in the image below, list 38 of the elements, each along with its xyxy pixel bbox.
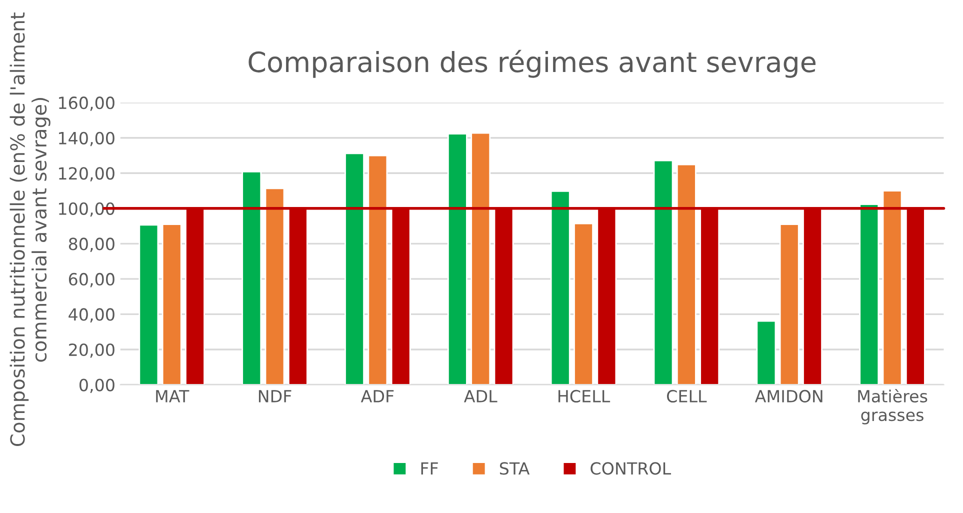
bar [882, 190, 902, 385]
bar [242, 171, 262, 385]
y-tick-label: 160,00 [59, 96, 114, 111]
y-tick-label: 100,00 [59, 202, 114, 217]
y-tick-label: 120,00 [59, 167, 114, 182]
bar [550, 190, 570, 385]
x-tick-label: HCELL [558, 390, 610, 403]
bar [447, 133, 468, 385]
x-tick-label: AMIDON [754, 390, 822, 403]
legend-label: FF [421, 462, 438, 474]
bar [162, 224, 182, 385]
y-tick-label: 40,00 [68, 308, 114, 322]
y-tick-label: 80,00 [68, 238, 114, 252]
x-tick-label: MAT [156, 390, 190, 402]
chart-title: Comparaison des régimes avant sevrage [248, 50, 816, 78]
bar [653, 160, 674, 385]
bar [470, 132, 491, 385]
x-tick-label: CELL [667, 390, 707, 403]
bar [859, 204, 880, 385]
y-tick-label: 140,00 [59, 132, 114, 146]
legend-label: STA [500, 462, 530, 475]
bar [676, 164, 696, 385]
bar [264, 188, 285, 385]
x-tick-label: ADL [464, 390, 498, 402]
y-axis-title: Composition nutritionnelle (en% de l'aliment commercial avant sevrage) [10, 12, 50, 446]
bar [344, 152, 364, 385]
x-tick-label: ADF [360, 390, 394, 402]
x-tick-label: Matières grasses [858, 388, 928, 424]
bar [368, 154, 388, 385]
y-tick-label: 60,00 [68, 272, 114, 288]
y-tick-label: 20,00 [69, 343, 114, 358]
bar [138, 224, 159, 385]
bar [779, 224, 800, 385]
y-tick-label: 0,00 [80, 378, 114, 394]
bar [756, 320, 776, 385]
bar [574, 222, 594, 385]
x-tick-label: NDF [258, 390, 292, 402]
legend-label: CONTROL [590, 462, 672, 475]
